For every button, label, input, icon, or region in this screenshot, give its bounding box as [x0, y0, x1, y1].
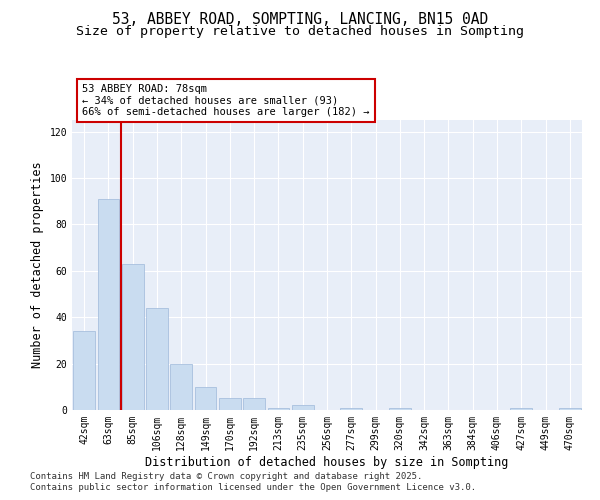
Bar	[170, 364, 192, 410]
X-axis label: Distribution of detached houses by size in Sompting: Distribution of detached houses by size …	[145, 456, 509, 468]
Bar	[511, 408, 532, 410]
Bar	[559, 408, 581, 410]
Bar	[73, 331, 95, 410]
Bar	[268, 408, 289, 410]
Y-axis label: Number of detached properties: Number of detached properties	[31, 162, 44, 368]
Bar	[389, 408, 411, 410]
Text: Contains HM Land Registry data © Crown copyright and database right 2025.: Contains HM Land Registry data © Crown c…	[30, 472, 422, 481]
Bar	[243, 398, 265, 410]
Text: Contains public sector information licensed under the Open Government Licence v3: Contains public sector information licen…	[30, 483, 476, 492]
Text: Size of property relative to detached houses in Sompting: Size of property relative to detached ho…	[76, 25, 524, 38]
Bar	[292, 406, 314, 410]
Bar	[340, 408, 362, 410]
Bar	[146, 308, 168, 410]
Bar	[97, 199, 119, 410]
Text: 53 ABBEY ROAD: 78sqm
← 34% of detached houses are smaller (93)
66% of semi-detac: 53 ABBEY ROAD: 78sqm ← 34% of detached h…	[82, 84, 370, 117]
Bar	[122, 264, 143, 410]
Bar	[219, 398, 241, 410]
Text: 53, ABBEY ROAD, SOMPTING, LANCING, BN15 0AD: 53, ABBEY ROAD, SOMPTING, LANCING, BN15 …	[112, 12, 488, 28]
Bar	[194, 387, 217, 410]
